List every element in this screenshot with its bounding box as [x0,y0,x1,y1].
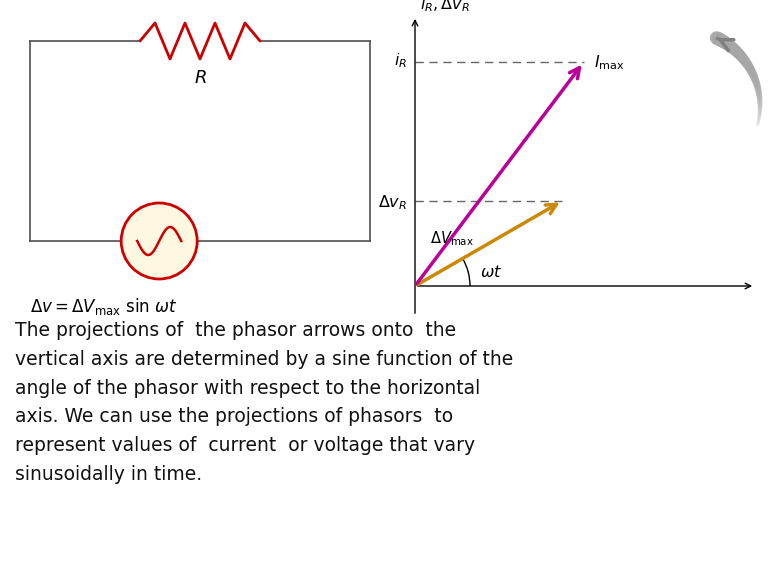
Text: $\Delta V_{\mathrm{max}}$: $\Delta V_{\mathrm{max}}$ [430,229,474,248]
Text: $\omega t$: $\omega t$ [480,264,502,280]
Text: $I_{\mathrm{max}}$: $I_{\mathrm{max}}$ [594,53,624,72]
Text: $\Delta v_R$: $\Delta v_R$ [378,194,407,213]
Text: $R$: $R$ [194,69,207,87]
Circle shape [121,203,197,279]
Text: $\Delta v = \Delta V_{\mathrm{max}}$ sin $\omega t$: $\Delta v = \Delta V_{\mathrm{max}}$ sin… [30,296,177,317]
Text: $i_R,\Delta v_R$: $i_R,\Delta v_R$ [420,0,470,14]
Text: $i_R$: $i_R$ [394,51,407,70]
Text: The projections of  the phasor arrows onto  the
vertical axis are determined by : The projections of the phasor arrows ont… [15,321,513,484]
